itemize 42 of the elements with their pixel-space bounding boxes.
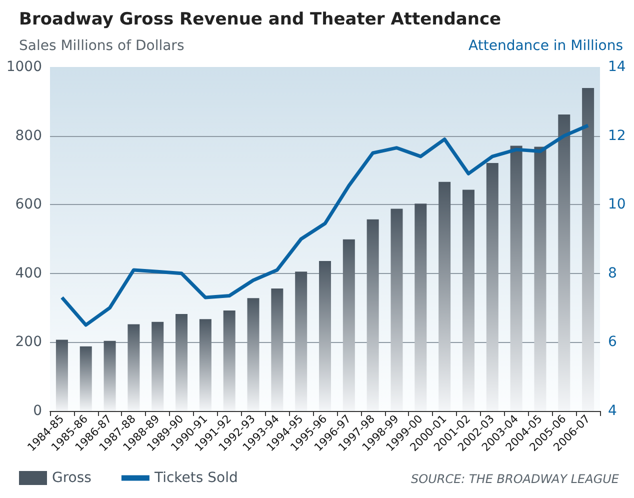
- bar: [534, 146, 546, 411]
- y2-axis-title: Attendance in Millions: [468, 38, 624, 54]
- y-tick-label: 400: [15, 265, 42, 282]
- bar: [104, 340, 116, 411]
- bar: [342, 239, 355, 411]
- bar: [390, 208, 403, 411]
- bar: [558, 114, 570, 411]
- y2-tick-label: 6: [608, 334, 617, 350]
- bar: [486, 162, 498, 411]
- chart-title: Broadway Gross Revenue and Theater Attendance: [19, 10, 502, 30]
- legend-label: Gross: [52, 470, 92, 486]
- bar: [438, 182, 451, 411]
- y-axis-title: Sales Millions of Dollars: [19, 38, 184, 54]
- bar: [176, 314, 188, 411]
- y-tick-label: 0: [33, 403, 42, 419]
- bar: [510, 146, 522, 411]
- bar: [128, 324, 140, 411]
- source-note: SOURCE: THE BROADWAY LEAGUE: [411, 472, 620, 486]
- y2-tick-label: 12: [608, 128, 626, 144]
- line-series: [60, 124, 590, 327]
- y-tick-label: 800: [15, 128, 42, 144]
- bar: [414, 204, 427, 411]
- y2-tick-label: 14: [608, 59, 626, 75]
- y-tick-label: 600: [15, 196, 42, 213]
- legend-label: Tickets Sold: [153, 470, 238, 486]
- y2-tick-label: 8: [608, 265, 617, 282]
- y2-tick-label: 10: [608, 196, 626, 213]
- bar: [80, 346, 92, 411]
- bar: [319, 261, 331, 411]
- bar: [582, 88, 594, 411]
- y-tick-label: 1000: [6, 59, 42, 75]
- bar: [247, 298, 260, 411]
- bar: [462, 190, 474, 411]
- bar: [199, 319, 212, 411]
- y2-tick-label: 4: [608, 403, 617, 419]
- bar: [223, 310, 236, 411]
- bar: [56, 340, 68, 411]
- bar: [295, 272, 308, 411]
- bar: [152, 322, 164, 411]
- bar: [271, 288, 284, 411]
- y-tick-label: 200: [15, 334, 42, 350]
- bar: [366, 219, 379, 411]
